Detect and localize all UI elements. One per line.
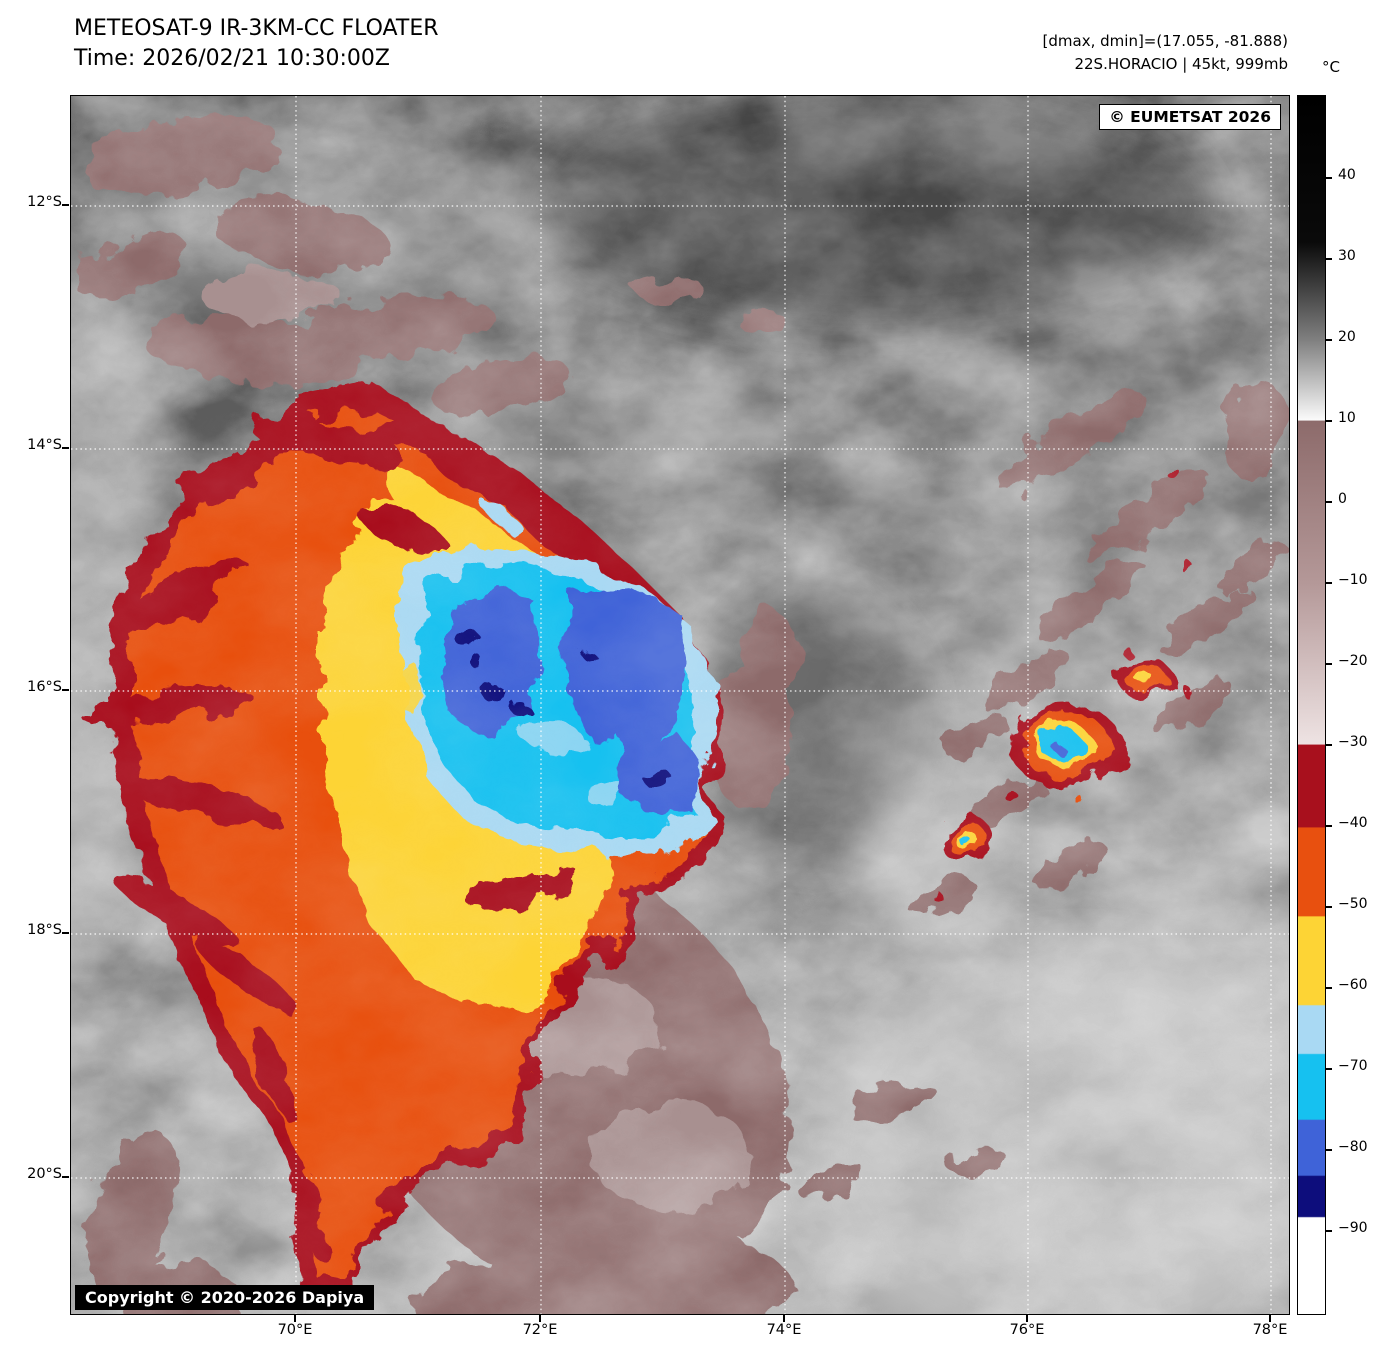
lon-tick-label-70e: 70°E — [277, 1322, 313, 1338]
colorbar-tick-label: 0 — [1338, 491, 1347, 507]
cloud-noise-overlay — [71, 96, 1289, 1314]
colorbar-tick-label: 30 — [1338, 248, 1356, 264]
y-axis-tick — [62, 1176, 69, 1178]
colorbar-tick — [1326, 339, 1332, 341]
lon-tick-label-74e: 74°E — [766, 1322, 802, 1338]
colorbar-tick — [1326, 501, 1332, 503]
colorbar-tick-label: −10 — [1338, 572, 1368, 588]
lon-tick-label-72e: 72°E — [522, 1322, 558, 1338]
satellite-map: © EUMETSAT 2026 Copyright © 2020-2026 Da… — [70, 95, 1290, 1315]
colorbar-tick-label: −30 — [1338, 734, 1368, 750]
colorbar-tick-label: −20 — [1338, 653, 1368, 669]
x-axis-tick — [294, 1315, 296, 1322]
colorbar-tick — [1326, 1068, 1332, 1070]
lat-tick-label-12s: 12°S — [27, 194, 62, 210]
x-axis-tick — [1269, 1315, 1271, 1322]
product-title: METEOSAT-9 IR-3KM-CC FLOATER — [74, 16, 439, 41]
x-axis-tick — [783, 1315, 785, 1322]
colorbar-tick — [1326, 177, 1332, 179]
colorbar-tick-label: −50 — [1338, 896, 1368, 912]
colorbar-tick-label: −80 — [1338, 1139, 1368, 1155]
eumetsat-credit-badge: © EUMETSAT 2026 — [1099, 104, 1281, 130]
colorbar-tick — [1326, 744, 1332, 746]
colorbar-tick-label: −70 — [1338, 1058, 1368, 1074]
y-axis-tick — [62, 447, 69, 449]
x-axis-tick — [539, 1315, 541, 1322]
colorbar-tick-label: 40 — [1338, 167, 1356, 183]
product-time: Time: 2026/02/21 10:30:00Z — [74, 46, 390, 71]
y-axis-tick — [62, 932, 69, 934]
lat-tick-label-14s: 14°S — [27, 437, 62, 453]
colorbar-tick-label: −60 — [1338, 977, 1368, 993]
colorbar-tick — [1326, 1230, 1332, 1232]
colorbar-tick — [1326, 663, 1332, 665]
lat-tick-label-18s: 18°S — [27, 922, 62, 938]
colorbar-tick-label: 20 — [1338, 329, 1356, 345]
colorbar-tick — [1326, 825, 1332, 827]
colorbar-tick-label: −40 — [1338, 815, 1368, 831]
temperature-colorbar: 40 30 20 10 0 −10 −20 −30 −40 −50 −60 −7… — [1297, 95, 1388, 1316]
lat-tick-label-16s: 16°S — [27, 679, 62, 695]
storm-info: 22S.HORACIO | 45kt, 999mb — [1074, 55, 1288, 73]
lon-tick-label-76e: 76°E — [1009, 1322, 1045, 1338]
colorbar-tick — [1326, 987, 1332, 989]
y-axis-tick — [62, 204, 69, 206]
graticule — [71, 96, 1289, 1314]
colorbar-tick-label: 10 — [1338, 410, 1356, 426]
colorbar-tick — [1326, 420, 1332, 422]
lon-tick-label-78e: 78°E — [1252, 1322, 1288, 1338]
colorbar-tick — [1326, 582, 1332, 584]
copyright-badge: Copyright © 2020-2026 Dapiya — [75, 1285, 375, 1310]
dmax-dmin-readout: [dmax, dmin]=(17.055, -81.888) — [1042, 32, 1288, 50]
colorbar-gradient — [1297, 95, 1326, 1315]
colorbar-tick — [1326, 1149, 1332, 1151]
colorbar-tick — [1326, 906, 1332, 908]
x-axis-tick — [1026, 1315, 1028, 1322]
colorbar-tick-label: −90 — [1338, 1220, 1368, 1236]
lat-tick-label-20s: 20°S — [27, 1166, 62, 1182]
y-axis-tick — [62, 689, 69, 691]
satellite-image — [71, 96, 1289, 1314]
colorbar-tick — [1326, 258, 1332, 260]
colorbar-unit-label: °C — [1322, 58, 1340, 76]
